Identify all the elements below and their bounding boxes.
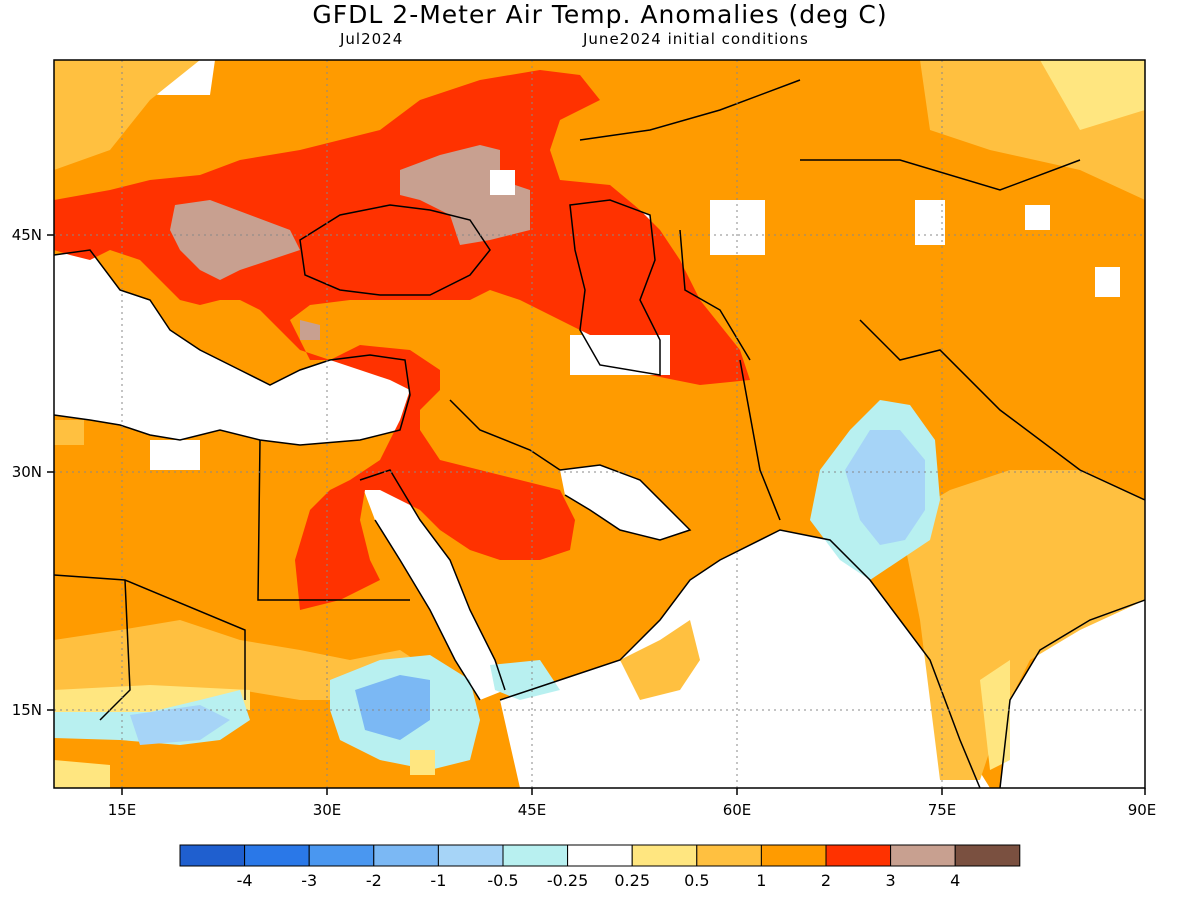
colorbar-label: -3 [301, 871, 317, 890]
colorbar-label: -4 [237, 871, 253, 890]
colorbar-swatch [567, 844, 633, 867]
colorbar-swatch [373, 844, 439, 867]
colorbar-swatch [308, 844, 375, 867]
colorbar-swatch [631, 844, 698, 867]
arabian-sea [500, 530, 990, 788]
colorbar-label: 0.25 [614, 871, 650, 890]
map-title: GFDL 2-Meter Air Temp. Anomalies (deg C) [312, 0, 888, 29]
colorbar-swatch [502, 844, 569, 867]
lon-label-15e: 15E [108, 801, 137, 819]
colorbar-label: -1 [430, 871, 446, 890]
colorbar-label: 1 [756, 871, 766, 890]
lon-label-45e: 45E [518, 801, 547, 819]
colorbar-swatch [954, 844, 1021, 867]
bay-of-bengal [1000, 600, 1145, 788]
colorbar-label: 3 [886, 871, 896, 890]
map-frame [53, 59, 1146, 789]
colorbar-label: 0.5 [684, 871, 709, 890]
gridlines [54, 60, 1145, 788]
lon-label-75e: 75E [928, 801, 957, 819]
map-fill-layer [54, 60, 1145, 788]
coastlines [54, 79, 1145, 788]
colorbar-label: -0.25 [547, 871, 588, 890]
lat-label-30n: 30N [12, 463, 42, 481]
colorbar-swatch [760, 844, 827, 867]
subtitle-init: June2024 initial conditions [583, 30, 809, 48]
colorbar-swatch [437, 844, 504, 867]
lon-label-30e: 30E [313, 801, 342, 819]
colorbar-label: 2 [821, 871, 831, 890]
lat-label-15n: 15N [12, 701, 42, 719]
persian-gulf [560, 465, 690, 540]
lon-label-90e: 90E [1128, 801, 1157, 819]
lat-label-45n: 45N [12, 226, 42, 244]
colorbar-swatch [890, 844, 956, 867]
subtitle-month: Jul2024 [340, 30, 404, 48]
colorbar-swatch [244, 844, 310, 867]
lon-label-60e: 60E [723, 801, 752, 819]
colorbar-swatch [179, 844, 246, 867]
red-sea [360, 470, 505, 700]
colorbar-label: -0.5 [487, 871, 518, 890]
mediterranean-sea [54, 250, 410, 445]
colorbar-label: 4 [950, 871, 960, 890]
colorbar: -4 -3 -2 -1 -0.5 -0.25 0.25 0.5 1 2 3 4 [179, 844, 1021, 890]
colorbar-swatch [825, 844, 892, 867]
colorbar-swatch [696, 844, 762, 867]
anomaly-4-balkans [170, 200, 300, 280]
colorbar-label: -2 [366, 871, 382, 890]
anomaly-1-north [54, 60, 200, 170]
